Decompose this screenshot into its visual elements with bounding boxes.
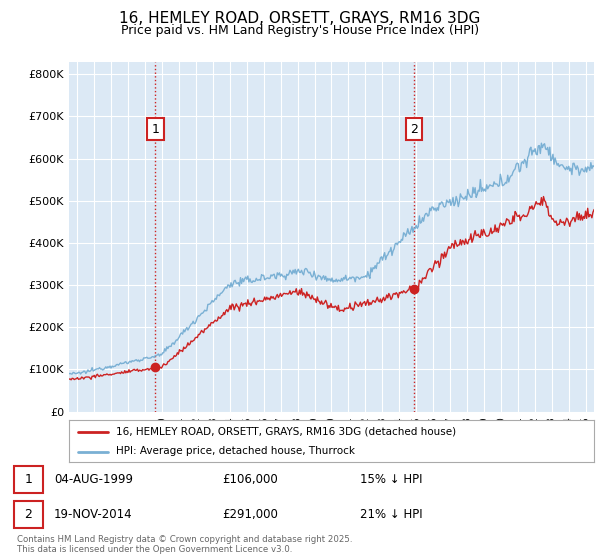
Text: £106,000: £106,000 [222,473,278,486]
Text: 16, HEMLEY ROAD, ORSETT, GRAYS, RM16 3DG: 16, HEMLEY ROAD, ORSETT, GRAYS, RM16 3DG [119,11,481,26]
Text: 1: 1 [24,473,32,486]
Text: £291,000: £291,000 [222,508,278,521]
Text: Price paid vs. HM Land Registry's House Price Index (HPI): Price paid vs. HM Land Registry's House … [121,24,479,36]
Text: 04-AUG-1999: 04-AUG-1999 [54,473,133,486]
Text: 21% ↓ HPI: 21% ↓ HPI [360,508,422,521]
Text: Contains HM Land Registry data © Crown copyright and database right 2025.
This d: Contains HM Land Registry data © Crown c… [17,535,352,554]
Text: 1: 1 [151,123,159,136]
Text: HPI: Average price, detached house, Thurrock: HPI: Average price, detached house, Thur… [116,446,355,456]
Text: 15% ↓ HPI: 15% ↓ HPI [360,473,422,486]
Text: 16, HEMLEY ROAD, ORSETT, GRAYS, RM16 3DG (detached house): 16, HEMLEY ROAD, ORSETT, GRAYS, RM16 3DG… [116,427,457,437]
Text: 19-NOV-2014: 19-NOV-2014 [54,508,133,521]
Text: 2: 2 [24,508,32,521]
Text: 2: 2 [410,123,418,136]
